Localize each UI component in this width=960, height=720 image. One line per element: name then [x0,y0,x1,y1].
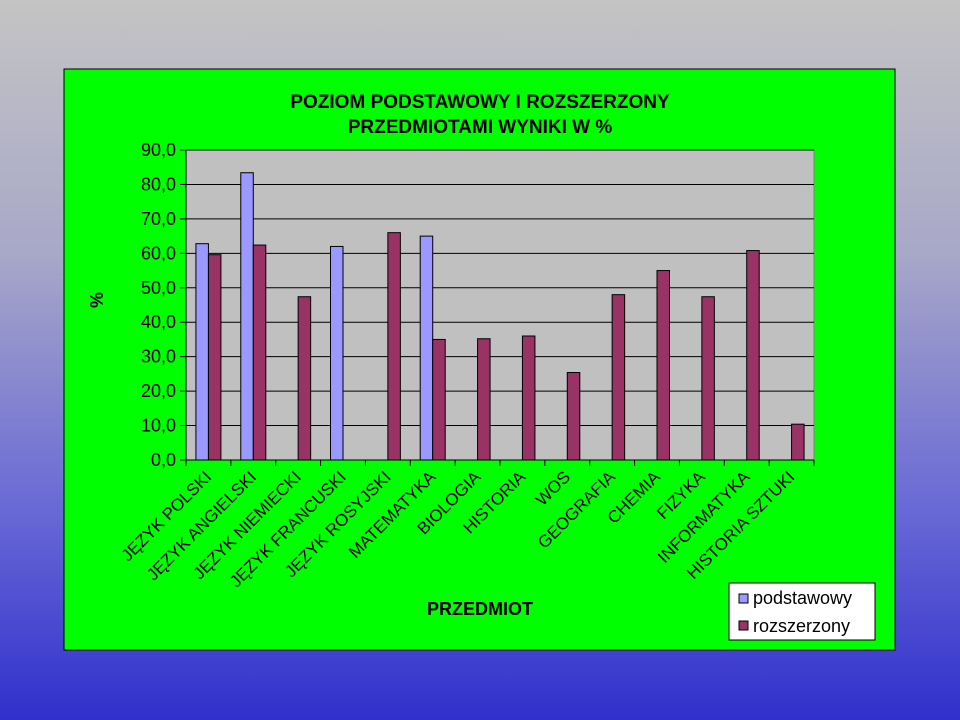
legend-label-rozszerzony: rozszerzony [753,616,850,636]
y-tick-label: 40,0 [141,312,176,332]
legend-label-podstawowy: podstawowy [753,588,852,608]
y-tick-label: 60,0 [141,243,176,263]
bar-rozszerzony [701,296,715,461]
bar-rozszerzony [611,294,626,461]
bar-rozszerzony [432,338,446,461]
bar-rozszerzony [521,335,536,461]
y-tick-label: 70,0 [141,209,176,229]
y-tick-label: 50,0 [141,278,176,298]
y-tick-label: 10,0 [141,416,176,436]
bar-rozszerzony [791,423,805,461]
bar-podstawowy [195,243,209,461]
chart-title-line1: POZIOM PODSTAWOWY I ROZSZERZONY [290,92,670,113]
bar-rozszerzony [387,232,401,461]
y-tick-label: 30,0 [141,347,176,367]
bar-rozszerzony [566,372,581,461]
axes [180,149,815,466]
y-tick-label: 90,0 [141,140,176,160]
bar-rozszerzony [746,250,760,461]
x-axis-title: PRZEDMIOT [427,599,533,619]
legend-swatch-podstawowy [738,593,749,604]
bar-rozszerzony [297,296,312,461]
y-tick-label: 20,0 [141,381,176,401]
bar-rozszerzony [477,338,491,461]
bar-podstawowy [240,172,254,461]
bar-rozszerzony [207,254,222,461]
legend-box [728,582,876,641]
plot-area [185,149,815,461]
bar-rozszerzony [252,244,267,461]
bar-podstawowy [330,245,344,461]
y-axis-title: % [87,292,107,308]
bar-podstawowy [419,235,434,461]
bars [195,172,805,461]
bar-rozszerzony [656,270,670,461]
legend: podstawowy rozszerzony [728,582,876,641]
y-tick-label: 80,0 [141,174,176,194]
chart-title-line2: PRZEDMIOTAMI WYNIKI W % [348,117,613,138]
y-tick-labels: 0,0 10,0 20,0 30,0 40,0 50,0 60,0 70,0 80,0 90,0 [141,140,176,470]
legend-swatch-rozszerzony [738,620,749,631]
y-tick-label: 0,0 [151,450,176,470]
